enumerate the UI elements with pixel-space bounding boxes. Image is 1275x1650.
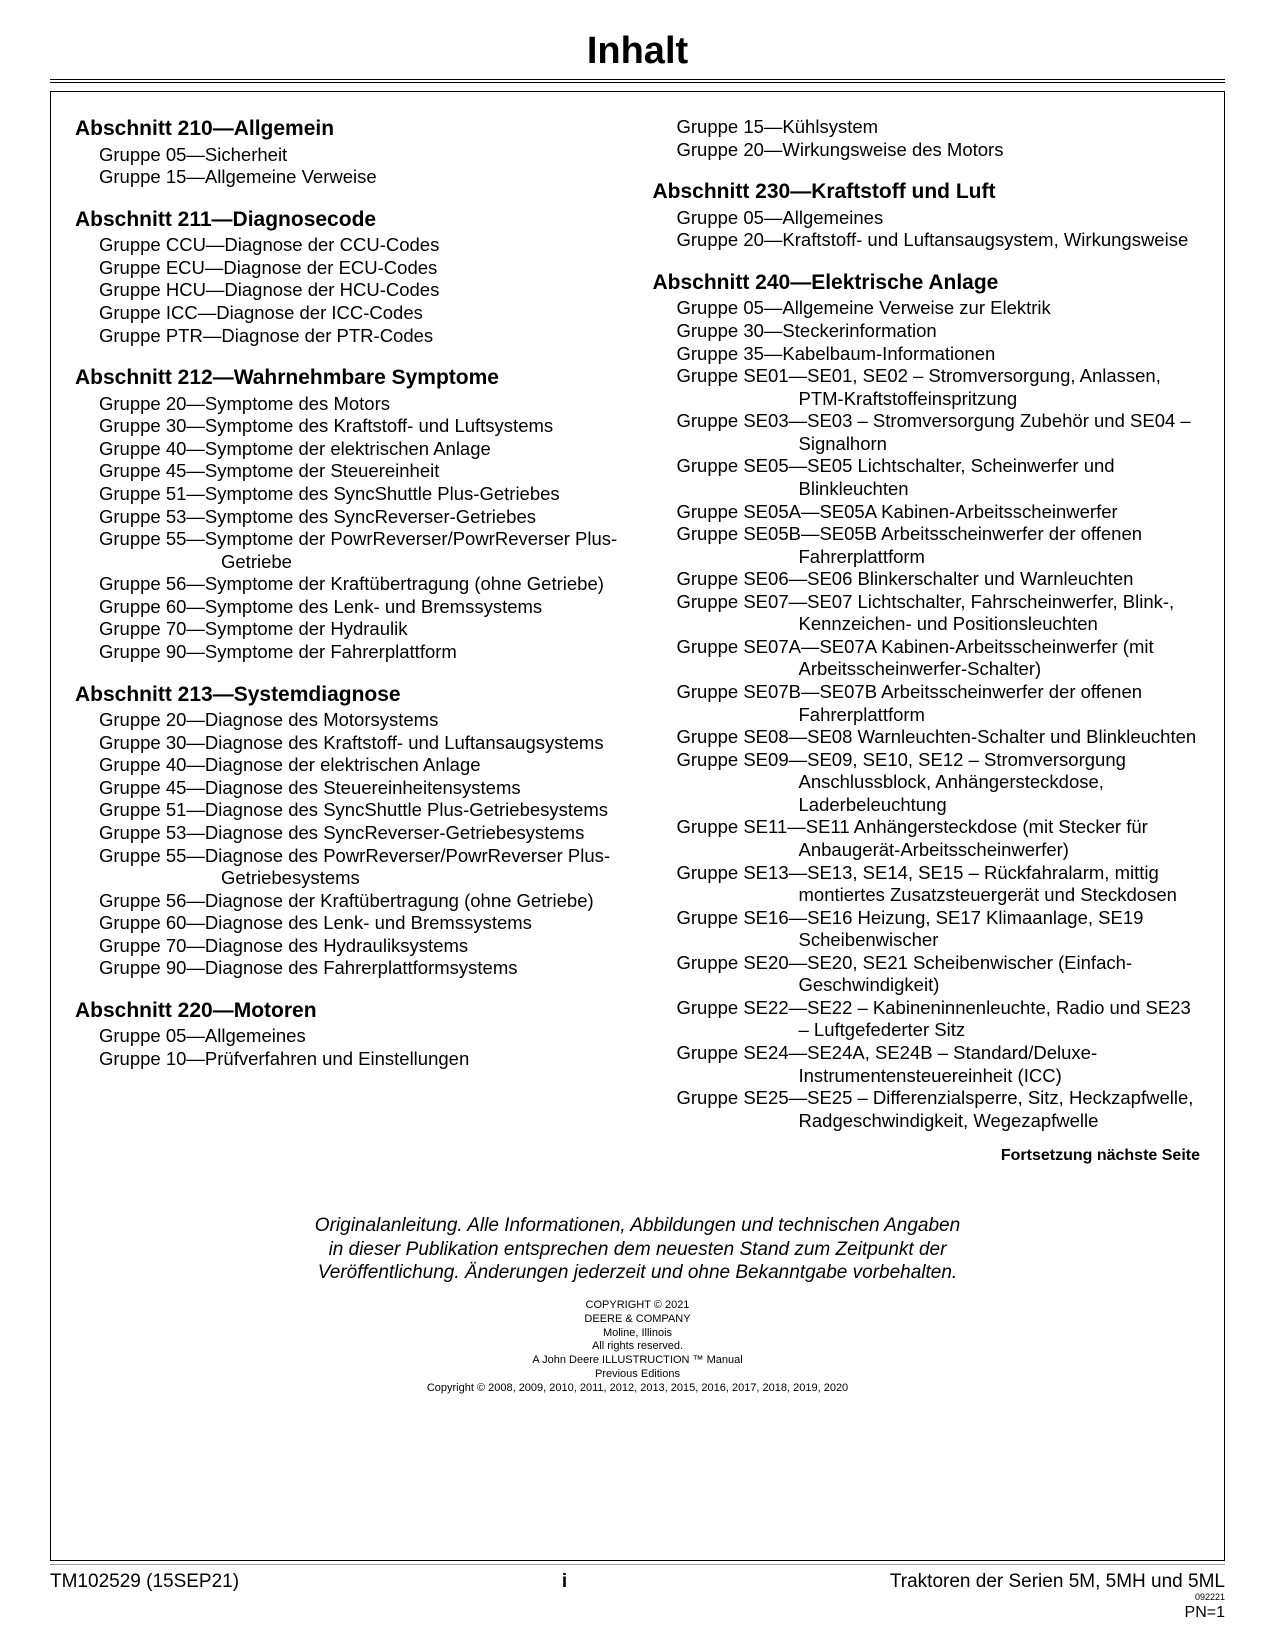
section-heading: Abschnitt 240—Elektrische Anlage — [653, 270, 1201, 296]
toc-entry: Gruppe SE07—SE07 Lichtschalter, Fahrsche… — [677, 591, 1201, 636]
toc-entry: Gruppe 40—Symptome der elektrischen Anla… — [99, 438, 623, 461]
copyright-text: COPYRIGHT © 2021DEERE & COMPANYMoline, I… — [75, 1299, 1200, 1395]
toc-entry: Gruppe 20—Wirkungsweise des Motors — [677, 139, 1201, 162]
left-column: Abschnitt 210—AllgemeinGruppe 05—Sicherh… — [75, 116, 623, 1166]
section-heading: Abschnitt 210—Allgemein — [75, 116, 623, 142]
toc-entry: Gruppe 51—Diagnose des SyncShuttle Plus-… — [99, 799, 623, 822]
content-frame: Abschnitt 210—AllgemeinGruppe 05—Sicherh… — [50, 91, 1225, 1561]
toc-entry: Gruppe 20—Symptome des Motors — [99, 393, 623, 416]
toc-entry: Gruppe ECU—Diagnose der ECU-Codes — [99, 257, 623, 280]
footer-page-number: i — [562, 1571, 567, 1593]
disclaimer-text: Originalanleitung. Alle Informationen, A… — [75, 1214, 1200, 1285]
toc-entry: Gruppe SE08—SE08 Warnleuchten-Schalter u… — [677, 726, 1201, 749]
toc-entry: Gruppe 51—Symptome des SyncShuttle Plus-… — [99, 483, 623, 506]
toc-entry: Gruppe SE11—SE11 Anhängersteckdose (mit … — [677, 816, 1201, 861]
toc-entry: Gruppe PTR—Diagnose der PTR-Codes — [99, 325, 623, 348]
continuation-note: Fortsetzung nächste Seite — [653, 1146, 1201, 1166]
toc-entry: Gruppe 20—Kraftstoff- und Luftansaugsyst… — [677, 229, 1201, 252]
toc-entry: Gruppe 70—Symptome der Hydraulik — [99, 618, 623, 641]
toc-entry: Gruppe 35—Kabelbaum-Informationen — [677, 343, 1201, 366]
toc-entry: Gruppe ICC—Diagnose der ICC-Codes — [99, 302, 623, 325]
toc-entry: Gruppe 70—Diagnose des Hydrauliksystems — [99, 935, 623, 958]
copyright-line: DEERE & COMPANY — [75, 1313, 1200, 1327]
group-list: Gruppe 15—KühlsystemGruppe 20—Wirkungswe… — [653, 116, 1201, 161]
toc-entry: Gruppe SE07B—SE07B Arbeitsscheinwerfer d… — [677, 681, 1201, 726]
toc-entry: Gruppe 30—Diagnose des Kraftstoff- und L… — [99, 732, 623, 755]
toc-entry: Gruppe SE25—SE25 – Differenzialsperre, S… — [677, 1087, 1201, 1132]
toc-entry: Gruppe 60—Symptome des Lenk- und Bremssy… — [99, 596, 623, 619]
toc-entry: Gruppe SE24—SE24A, SE24B – Standard/Delu… — [677, 1042, 1201, 1087]
toc-entry: Gruppe 15—Allgemeine Verweise — [99, 166, 623, 189]
toc-entry: Gruppe 05—Sicherheit — [99, 144, 623, 167]
toc-entry: Gruppe 05—Allgemeine Verweise zur Elektr… — [677, 297, 1201, 320]
toc-entry: Gruppe 53—Symptome des SyncReverser-Getr… — [99, 506, 623, 529]
section-heading: Abschnitt 213—Systemdiagnose — [75, 682, 623, 708]
group-list: Gruppe 20—Symptome des MotorsGruppe 30—S… — [75, 393, 623, 664]
footer-right-code: 092221 — [890, 1593, 1225, 1602]
group-list: Gruppe 05—Allgemeine Verweise zur Elektr… — [653, 297, 1201, 1132]
toc-entry: Gruppe HCU—Diagnose der HCU-Codes — [99, 279, 623, 302]
footer-pn: PN=1 — [890, 1604, 1225, 1622]
toc-entry: Gruppe SE16—SE16 Heizung, SE17 Klimaanla… — [677, 907, 1201, 952]
page-footer: TM102529 (15SEP21) i Traktoren der Serie… — [50, 1564, 1225, 1622]
toc-entry: Gruppe SE05A—SE05A Kabinen-Arbeitsschein… — [677, 501, 1201, 524]
toc-entry: Gruppe SE09—SE09, SE10, SE12 – Stromvers… — [677, 749, 1201, 817]
toc-entry: Gruppe SE13—SE13, SE14, SE15 – Rückfahra… — [677, 862, 1201, 907]
group-list: Gruppe 20—Diagnose des MotorsystemsGrupp… — [75, 709, 623, 980]
toc-entry: Gruppe SE03—SE03 – Stromversorgung Zubeh… — [677, 410, 1201, 455]
toc-entry: Gruppe 53—Diagnose des SyncReverser-Getr… — [99, 822, 623, 845]
toc-entry: Gruppe 90—Diagnose des Fahrerplattformsy… — [99, 957, 623, 980]
toc-entry: Gruppe SE20—SE20, SE21 Scheibenwischer (… — [677, 952, 1201, 997]
toc-entry: Gruppe SE07A—SE07A Kabinen-Arbeitsschein… — [677, 636, 1201, 681]
page-title: Inhalt — [50, 30, 1225, 80]
copyright-line: COPYRIGHT © 2021 — [75, 1299, 1200, 1313]
toc-entry: Gruppe SE05—SE05 Lichtschalter, Scheinwe… — [677, 455, 1201, 500]
group-list: Gruppe 05—AllgemeinesGruppe 10—Prüfverfa… — [75, 1025, 623, 1070]
copyright-line: Previous Editions — [75, 1368, 1200, 1382]
section-heading: Abschnitt 220—Motoren — [75, 998, 623, 1024]
section-heading: Abschnitt 230—Kraftstoff und Luft — [653, 179, 1201, 205]
toc-entry: Gruppe 30—Symptome des Kraftstoff- und L… — [99, 415, 623, 438]
group-list: Gruppe 05—SicherheitGruppe 15—Allgemeine… — [75, 144, 623, 189]
toc-entry: Gruppe SE05B—SE05B Arbeitsscheinwerfer d… — [677, 523, 1201, 568]
toc-entry: Gruppe SE01—SE01, SE02 – Stromversorgung… — [677, 365, 1201, 410]
toc-entry: Gruppe 56—Symptome der Kraftübertragung … — [99, 573, 623, 596]
toc-entry: Gruppe 55—Symptome der PowrReverser/Powr… — [99, 528, 623, 573]
toc-entry: Gruppe 90—Symptome der Fahrerplattform — [99, 641, 623, 664]
footer-left: TM102529 (15SEP21) — [50, 1571, 239, 1593]
toc-entry: Gruppe 45—Symptome der Steuereinheit — [99, 460, 623, 483]
toc-entry: Gruppe SE06—SE06 Blinkerschalter und War… — [677, 568, 1201, 591]
group-list: Gruppe 05—AllgemeinesGruppe 20—Kraftstof… — [653, 207, 1201, 252]
toc-entry: Gruppe 40—Diagnose der elektrischen Anla… — [99, 754, 623, 777]
disclaimer-line: Originalanleitung. Alle Informationen, A… — [75, 1214, 1200, 1238]
toc-entry: Gruppe 05—Allgemeines — [677, 207, 1201, 230]
section-heading: Abschnitt 212—Wahrnehmbare Symptome — [75, 365, 623, 391]
copyright-line: Copyright © 2008, 2009, 2010, 2011, 2012… — [75, 1382, 1200, 1396]
copyright-line: A John Deere ILLUSTRUCTION ™ Manual — [75, 1354, 1200, 1368]
copyright-line: All rights reserved. — [75, 1340, 1200, 1354]
toc-entry: Gruppe 55—Diagnose des PowrReverser/Powr… — [99, 845, 623, 890]
toc-entry: Gruppe 20—Diagnose des Motorsystems — [99, 709, 623, 732]
toc-entry: Gruppe 05—Allgemeines — [99, 1025, 623, 1048]
toc-entry: Gruppe 60—Diagnose des Lenk- und Bremssy… — [99, 912, 623, 935]
toc-entry: Gruppe SE22—SE22 – Kabineninnenleuchte, … — [677, 997, 1201, 1042]
footer-right: Traktoren der Serien 5M, 5MH und 5ML 092… — [890, 1571, 1225, 1622]
copyright-line: Moline, Illinois — [75, 1327, 1200, 1341]
toc-entry: Gruppe 10—Prüfverfahren und Einstellunge… — [99, 1048, 623, 1071]
right-column: Gruppe 15—KühlsystemGruppe 20—Wirkungswe… — [653, 116, 1201, 1166]
group-list: Gruppe CCU—Diagnose der CCU-CodesGruppe … — [75, 234, 623, 347]
disclaimer-line: in dieser Publikation entsprechen dem ne… — [75, 1238, 1200, 1262]
toc-entry: Gruppe 56—Diagnose der Kraftübertragung … — [99, 890, 623, 913]
section-heading: Abschnitt 211—Diagnosecode — [75, 207, 623, 233]
footer-right-main: Traktoren der Serien 5M, 5MH und 5ML — [890, 1571, 1225, 1592]
disclaimer-line: Veröffentlichung. Änderungen jederzeit u… — [75, 1261, 1200, 1285]
toc-entry: Gruppe 45—Diagnose des Steuereinheitensy… — [99, 777, 623, 800]
toc-entry: Gruppe 30—Steckerinformation — [677, 320, 1201, 343]
toc-entry: Gruppe CCU—Diagnose der CCU-Codes — [99, 234, 623, 257]
toc-entry: Gruppe 15—Kühlsystem — [677, 116, 1201, 139]
